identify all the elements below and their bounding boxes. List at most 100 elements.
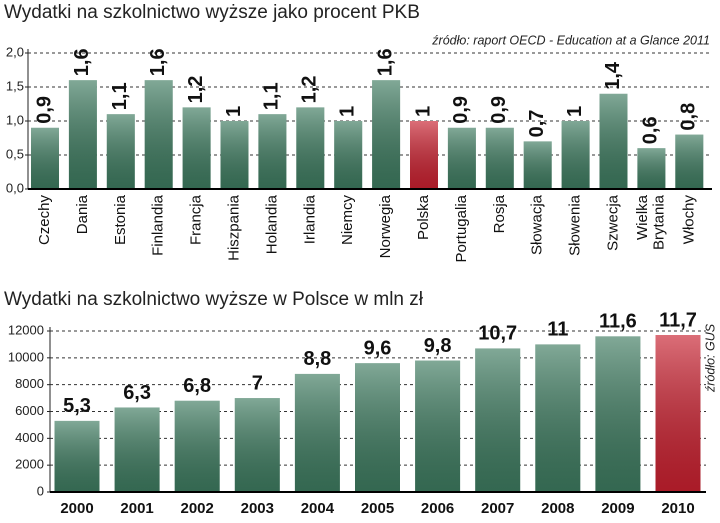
value-label: 1,2 [185, 76, 207, 104]
x-tick-label: Portugalia [453, 194, 470, 262]
value-label: 7 [252, 372, 263, 394]
x-tick-label: Dania [74, 194, 91, 234]
x-tick-label: 2005 [361, 500, 394, 517]
x-tick-label: Polska [415, 194, 432, 240]
x-tick-label: Szwecja [604, 194, 621, 251]
value-label: 6,8 [183, 375, 211, 397]
value-label: 1,6 [374, 48, 396, 76]
value-label: 1 [412, 106, 434, 117]
y-tick-label: 12000 [8, 322, 44, 337]
bar-shade [523, 141, 552, 189]
x-tick-label: 2008 [541, 500, 574, 517]
bar-shade [334, 121, 363, 189]
bar-shade [561, 121, 590, 189]
value-label: 0,9 [488, 96, 510, 124]
value-label: 10,7 [478, 323, 517, 345]
value-label: 0,9 [33, 96, 55, 124]
x-tick-label: Słowacja [529, 194, 546, 255]
bar-shade [410, 121, 438, 189]
bar-shade [415, 360, 461, 492]
bar-shade [54, 420, 100, 492]
bar-shade [220, 121, 249, 189]
bar-shade [234, 398, 280, 492]
y-tick-label: 6000 [15, 403, 44, 418]
bar-shade [174, 400, 220, 492]
y-tick-label: 10000 [8, 349, 44, 364]
value-label: 9,8 [424, 335, 452, 357]
bar-shade [182, 107, 211, 189]
value-label: 0,7 [526, 110, 548, 138]
bar-shade [595, 336, 641, 492]
x-tick-label: Niemcy [339, 195, 356, 246]
source: źródło: raport OECD - Education at a Gla… [431, 33, 710, 47]
bar-shade [31, 127, 59, 189]
bar-shade [655, 335, 701, 492]
bar-shade [114, 407, 160, 492]
bar-shade [599, 93, 628, 189]
x-tick-label: Holandia [263, 194, 280, 254]
source: źródło: GUS [703, 323, 717, 393]
y-tick-label: 0 [37, 483, 44, 498]
value-label: 6,3 [123, 382, 151, 404]
bar-shade [675, 134, 704, 189]
x-tick-label: WielkaBrytania [634, 194, 668, 250]
x-tick-label: 2006 [421, 500, 454, 517]
y-tick-label: 0,0 [6, 180, 24, 195]
value-label: 0,6 [640, 116, 662, 144]
value-label: 1 [223, 106, 245, 117]
x-tick-label: Rosja [491, 194, 508, 233]
value-label: 9,6 [364, 337, 392, 359]
value-label: 8,8 [303, 348, 331, 370]
bar-shade [535, 344, 581, 492]
bar-shade [258, 114, 287, 189]
x-tick-label: 2009 [601, 500, 634, 517]
bar-shade [68, 80, 97, 189]
x-tick-label: Norwegia [377, 194, 394, 258]
bar-shade [637, 148, 666, 189]
x-tick-label: Francja [188, 194, 205, 245]
x-tick-label: 2003 [241, 500, 274, 517]
value-label: 1,1 [109, 82, 131, 110]
y-tick-label: 1,5 [6, 78, 24, 93]
bar-shade [372, 80, 401, 189]
x-tick-label: Słowenia [567, 194, 584, 256]
x-tick-label: Czechy [36, 195, 53, 246]
x-tick-label: 2002 [181, 500, 214, 517]
value-label: 0,8 [678, 103, 700, 131]
x-tick-label: 2007 [481, 500, 514, 517]
x-tick-label: Estonia [112, 194, 129, 245]
bar-shade [296, 107, 325, 189]
bar-shade [106, 114, 135, 189]
x-tick-label: 2001 [120, 500, 153, 517]
x-tick-label: Finlandia [150, 194, 167, 256]
chart-title: Wydatki na szkolnictwo wyższe jako proce… [4, 2, 420, 23]
x-tick-label: Hiszpania [225, 194, 242, 261]
value-label: 1,1 [261, 82, 283, 110]
chart-title: Wydatki na szkolnictwo wyższe w Polsce w… [4, 289, 424, 310]
x-tick-label: Włochy [680, 195, 697, 245]
bar-shade [447, 127, 476, 189]
x-tick-label: 2004 [301, 500, 335, 517]
y-tick-label: 2000 [15, 457, 44, 472]
x-tick-label: 2010 [661, 500, 694, 517]
y-tick-label: 1,0 [6, 112, 24, 127]
bar-shade [144, 80, 173, 189]
value-label: 11 [547, 319, 568, 341]
y-tick-label: 2,0 [6, 44, 24, 59]
bar-shade [485, 127, 514, 189]
value-label: 11,6 [599, 311, 637, 333]
value-label: 1,6 [71, 48, 93, 76]
y-tick-label: 8000 [15, 376, 44, 391]
x-tick-label: 2000 [60, 500, 93, 517]
value-label: 11,7 [659, 309, 697, 331]
y-tick-label: 4000 [15, 430, 44, 445]
x-tick-label: Irlandia [301, 194, 318, 244]
value-label: 1,4 [602, 61, 624, 90]
bar-shade [294, 373, 340, 492]
value-label: 1,6 [147, 48, 169, 76]
value-label: 1 [564, 106, 586, 117]
value-label: 1,2 [299, 76, 321, 104]
bar-shade [475, 348, 521, 492]
value-label: 1 [336, 106, 358, 117]
